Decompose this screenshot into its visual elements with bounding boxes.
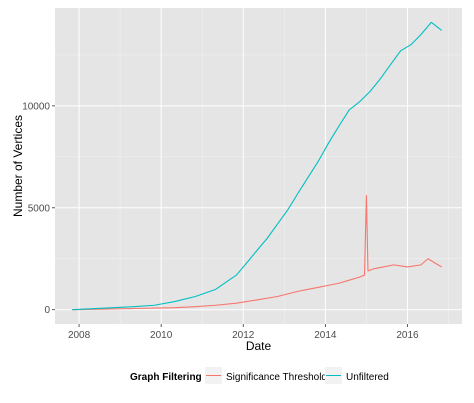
series-line-unfiltered (72, 21, 443, 311)
x-tick-label: 2014 (314, 330, 337, 341)
x-axis-ticks: 2008 2010 2012 2014 2016 (68, 324, 419, 341)
x-tick-label: 2008 (68, 330, 91, 341)
major-gridlines (55, 8, 462, 324)
y-tick-label: 10000 (22, 101, 50, 112)
legend-title: Graph Filtering (130, 372, 202, 383)
x-tick-label: 2012 (232, 330, 255, 341)
legend: Graph Filtering Significance Thresholded… (130, 367, 389, 384)
minor-gridlines (55, 8, 462, 324)
series-line-significance-thresholded (72, 195, 442, 311)
y-axis-title: Number of Vertices (11, 115, 25, 217)
x-axis-title: Date (246, 339, 272, 353)
y-axis-ticks: 0 5000 10000 (22, 101, 55, 316)
y-tick-label: 0 (44, 305, 50, 316)
legend-label-significance-thresholded: Significance Thresholded (226, 372, 338, 383)
series-lines (72, 21, 443, 311)
plot-panel (55, 8, 462, 324)
legend-label-unfiltered: Unfiltered (346, 372, 389, 383)
x-tick-label: 2016 (396, 330, 419, 341)
x-tick-label: 2010 (150, 330, 173, 341)
y-tick-label: 5000 (28, 203, 51, 214)
